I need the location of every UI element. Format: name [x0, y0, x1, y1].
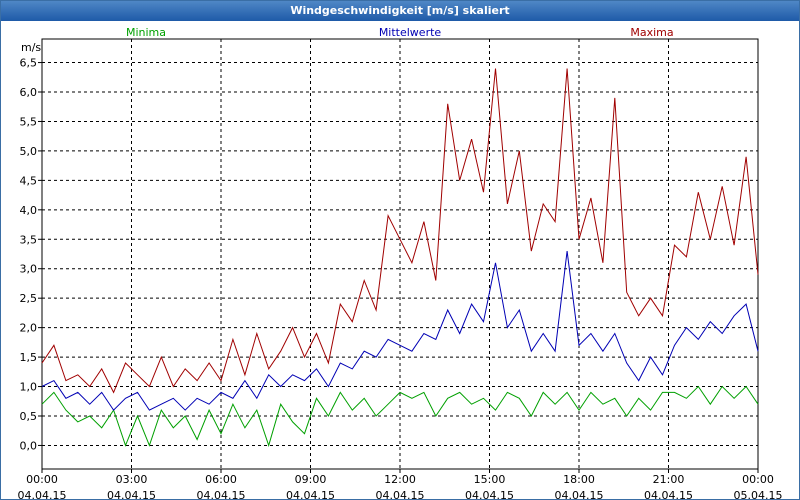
series-line-mittelwerte — [41, 251, 759, 411]
y-tick-label: 4,5 — [20, 174, 38, 187]
grid-lines — [42, 39, 758, 469]
y-tick-label: 3,0 — [20, 263, 38, 276]
x-tick-date: 04.04.15 — [465, 489, 514, 499]
x-tick-time: 15:00 — [474, 473, 506, 486]
y-tick-label: 6,5 — [20, 57, 38, 70]
chart: 0,0 0,5 1,0 1,5 2,0 2,5 3,0 3,5 4,0 4,5 5,0 5,5 6,0 6… — [18, 26, 783, 499]
y-axis-label: m/s — [21, 41, 41, 54]
x-tick-date: 04.04.15 — [107, 489, 156, 499]
legend: Minima Mittelwerte Maxima — [126, 26, 674, 39]
y-tick-label: 1,0 — [20, 381, 38, 394]
plot-frame — [41, 38, 759, 470]
x-tick-time: 03:00 — [116, 473, 148, 486]
y-tick-label: 5,0 — [20, 145, 38, 158]
series-line-minima — [41, 385, 759, 448]
legend-entry-minima: Minima — [126, 26, 166, 39]
x-axis-ticks: 00:00 04.04.15 03:00 04.04.15 06:00 04.04.15 0… — [18, 469, 783, 499]
x-tick-date: 04.04.15 — [376, 489, 425, 499]
x-tick-time: 09:00 — [295, 473, 327, 486]
series-line-maxima — [41, 68, 759, 394]
y-axis-ticks: 0,0 0,5 1,0 1,5 2,0 2,5 3,0 3,5 4,0 4,5 5,0 5,5 6,0 6… — [20, 57, 42, 452]
x-tick-time: 12:00 — [384, 473, 416, 486]
x-tick-time: 18:00 — [563, 473, 595, 486]
x-tick-date: 04.04.15 — [286, 489, 335, 499]
y-tick-label: 4,0 — [20, 204, 38, 217]
x-tick-date: 04.04.15 — [555, 489, 604, 499]
y-tick-label: 3,5 — [20, 233, 38, 246]
y-tick-label: 0,5 — [20, 410, 38, 423]
y-tick-label: 6,0 — [20, 86, 38, 99]
legend-entry-maxima: Maxima — [630, 26, 673, 39]
x-tick-date: 04.04.15 — [18, 489, 67, 499]
x-tick-time: 06:00 — [205, 473, 237, 486]
y-tick-label: 5,5 — [20, 115, 38, 128]
x-tick-date: 05.04.15 — [734, 489, 783, 499]
x-tick-date: 04.04.15 — [644, 489, 693, 499]
x-tick-time: 21:00 — [653, 473, 685, 486]
x-tick-time: 00:00 — [742, 473, 774, 486]
y-tick-label: 2,0 — [20, 322, 38, 335]
legend-entry-mittelwerte: Mittelwerte — [379, 26, 442, 39]
x-tick-date: 04.04.15 — [197, 489, 246, 499]
series-lines — [41, 68, 759, 448]
x-tick-time: 00:00 — [26, 473, 58, 486]
y-tick-label: 0,0 — [20, 439, 38, 452]
y-tick-label: 1,5 — [20, 351, 38, 364]
window-title: Windgeschwindigkeit [m/s] skaliert — [1, 1, 799, 21]
y-tick-label: 2,5 — [20, 292, 38, 305]
